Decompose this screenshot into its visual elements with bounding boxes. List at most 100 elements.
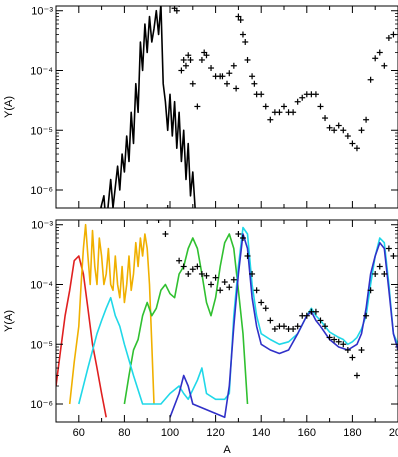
bottom-data-point <box>217 287 224 294</box>
bottom-xtick-label: 100 <box>161 427 179 439</box>
top-ytick-label: 10⁻⁵ <box>30 125 53 137</box>
top-data-point <box>281 103 287 110</box>
top-plot-frame <box>55 5 398 209</box>
bottom-data-point <box>340 341 347 348</box>
bottom-data-point <box>312 308 319 315</box>
top-data-point <box>224 80 230 87</box>
bottom-data-point <box>326 334 333 341</box>
top-data-point <box>189 80 196 87</box>
top-data-point <box>326 124 333 131</box>
top-data-point <box>312 91 319 98</box>
bottom-data-point <box>381 270 388 277</box>
bottom-axis-ticks: 10⁻⁶ 10⁻⁵ 10⁻⁴ 10⁻³ 60 80 100 120 140 160 180 200 <box>30 220 398 439</box>
bottom-series-line-0 <box>56 255 107 418</box>
bottom-data-point <box>335 338 342 345</box>
bottom-data-point <box>189 266 196 273</box>
bottom-data-point <box>212 274 219 281</box>
bottom-data-point <box>376 263 383 270</box>
bottom-xtick-label: 60 <box>73 427 85 439</box>
top-data-point <box>335 122 342 129</box>
bottom-series-line-4 <box>169 233 398 419</box>
bottom-ytick-label: 10⁻⁵ <box>30 339 53 351</box>
top-data-point <box>258 91 265 98</box>
top-data-point <box>344 133 351 140</box>
bottom-data-point <box>198 270 205 277</box>
top-data-point <box>180 56 187 63</box>
top-data-point <box>198 56 205 63</box>
bottom-data-point <box>262 305 269 312</box>
bottom-xtick-label: 80 <box>118 427 130 439</box>
top-series-line-0 <box>99 6 196 208</box>
bottom-series-line-3 <box>78 226 398 405</box>
top-data-point <box>237 16 244 23</box>
top-data-point <box>235 13 242 20</box>
bottom-xtick-label: 200 <box>389 427 398 439</box>
bottom-data-point <box>281 323 287 330</box>
bottom-data-point <box>176 257 183 264</box>
bottom-data-point <box>372 270 379 277</box>
top-data-point <box>239 31 246 38</box>
top-data-point <box>251 80 258 87</box>
bottom-xtick-label: 140 <box>252 427 270 439</box>
bottom-data-point <box>235 230 242 237</box>
bottom-data-point <box>271 325 278 332</box>
top-axis-ticks: 10⁻⁶ 10⁻⁵ 10⁻⁴ 10⁻³ <box>30 6 398 208</box>
bottom-plot-area <box>56 220 398 419</box>
top-ytick-label: 10⁻³ <box>31 6 53 18</box>
top-data-point <box>353 145 360 152</box>
top-data-point <box>363 116 370 123</box>
bottom-data-point <box>344 347 351 354</box>
top-data-point <box>219 73 226 80</box>
bottom-data-point <box>208 281 215 288</box>
bottom-data-point <box>294 323 301 330</box>
top-data-point <box>372 55 379 62</box>
bottom-data-point <box>226 284 233 291</box>
bottom-data-point <box>162 230 169 237</box>
top-data-point <box>208 65 215 72</box>
bottom-ytick-label: 10⁻³ <box>31 220 53 232</box>
bottom-series-line-1 <box>68 223 155 405</box>
top-data-point <box>164 205 171 208</box>
bottom-y-axis-label: Y(A) <box>3 310 15 332</box>
bottom-data-point <box>363 312 370 319</box>
bottom-data-point <box>244 252 251 259</box>
top-data-point <box>290 109 297 116</box>
top-data-point <box>381 62 388 69</box>
top-data-point <box>185 52 192 59</box>
top-data-point <box>340 127 347 134</box>
bottom-xtick-label: 120 <box>206 427 224 439</box>
top-plot-area <box>99 6 397 208</box>
bottom-data-point <box>267 317 274 324</box>
bottom-data-point <box>230 276 237 283</box>
bottom-xtick-label: 160 <box>298 427 316 439</box>
top-data-point <box>262 103 269 110</box>
top-data-point <box>367 76 374 83</box>
top-data-point <box>294 98 301 105</box>
bottom-plot-frame <box>55 219 398 423</box>
bottom-data-point <box>249 270 256 277</box>
top-data-point <box>276 109 283 116</box>
top-data-point <box>242 38 249 45</box>
top-data-point <box>182 62 189 69</box>
top-data-point <box>187 56 194 63</box>
top-data-point <box>226 70 233 77</box>
top-data-point <box>331 127 338 134</box>
bottom-data-point <box>367 287 374 294</box>
top-data-point <box>376 49 383 56</box>
bottom-data-point <box>317 317 324 324</box>
top-data-point <box>317 103 324 110</box>
bottom-xtick-label: 180 <box>343 427 361 439</box>
top-data-point <box>244 56 251 63</box>
bottom-data-point <box>331 336 338 343</box>
bottom-data-point <box>353 372 360 379</box>
top-data-point <box>178 67 185 74</box>
bottom-ytick-label: 10⁻⁴ <box>30 279 53 291</box>
top-data-point <box>173 7 180 14</box>
bottom-data-point <box>180 263 187 270</box>
top-ytick-label: 10⁻⁶ <box>30 185 53 197</box>
top-panel: 10⁻⁶ 10⁻⁵ 10⁻⁴ 10⁻³ Y(A) <box>3 5 398 209</box>
bottom-data-point <box>203 272 210 279</box>
x-axis-label: A <box>223 444 231 456</box>
bottom-data-point <box>253 287 260 294</box>
